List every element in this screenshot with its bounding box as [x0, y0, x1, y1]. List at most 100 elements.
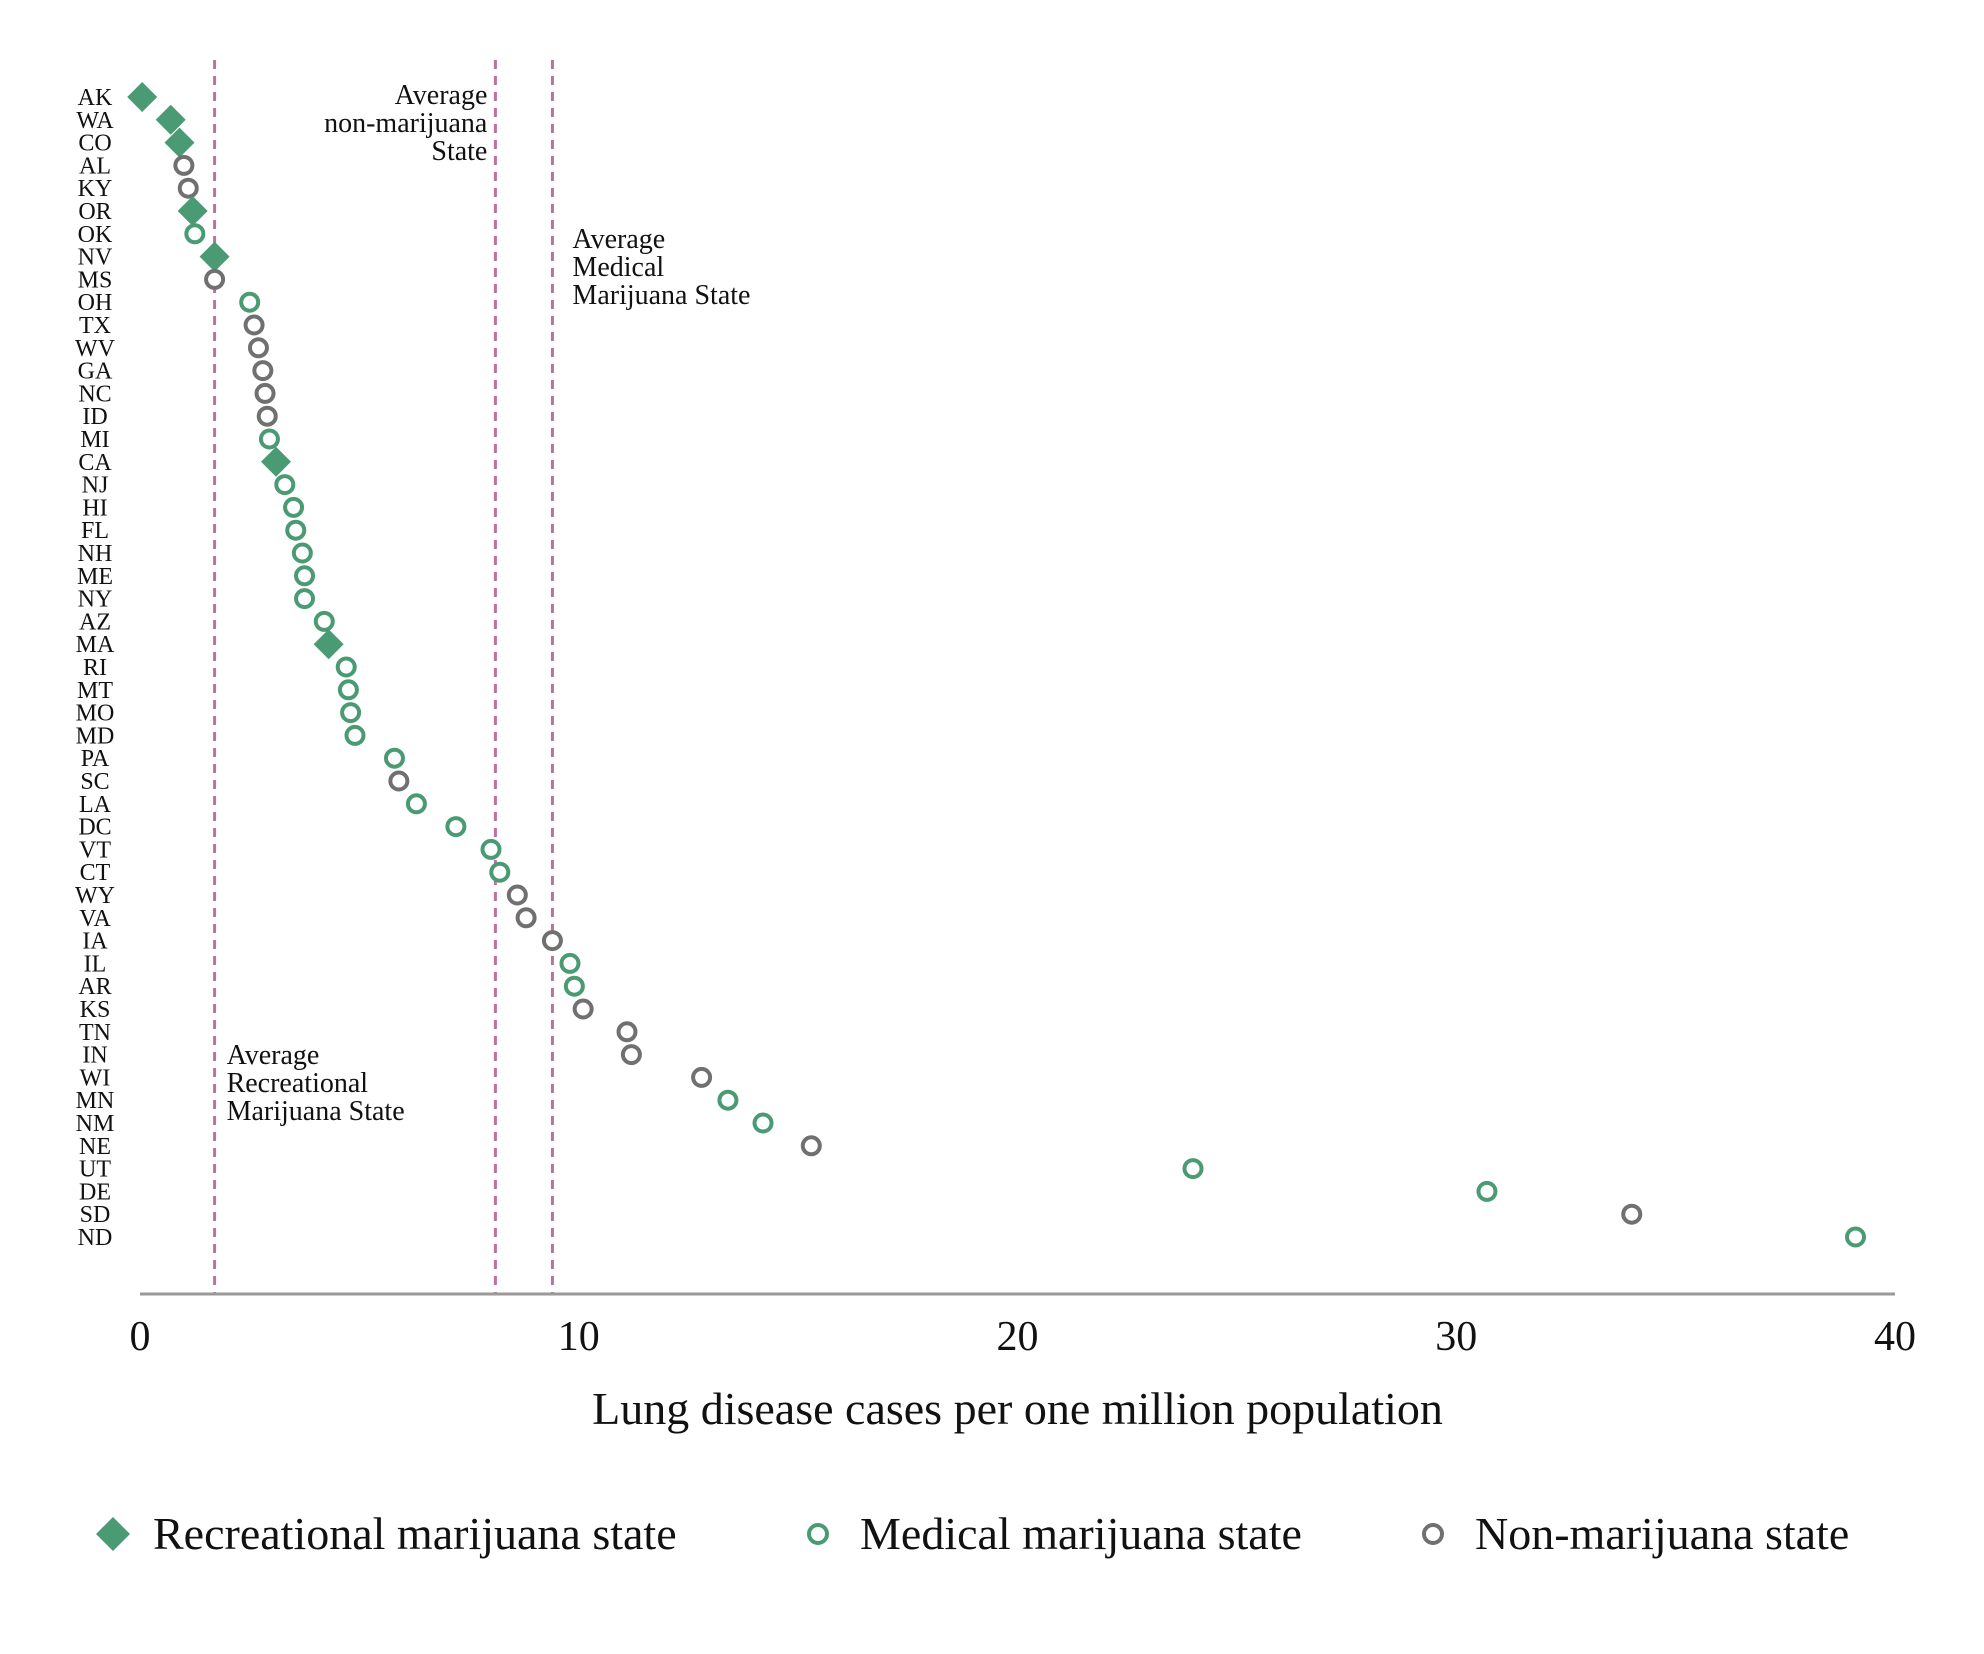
state-label: NE — [79, 1134, 111, 1160]
state-label: CO — [78, 131, 111, 157]
reference-line-label: Average — [572, 224, 665, 255]
point-medical — [283, 496, 305, 518]
point-medical — [559, 952, 581, 974]
point-medical — [294, 565, 316, 587]
point-medical — [752, 1112, 774, 1134]
point-medical — [1845, 1226, 1867, 1248]
point-medical — [294, 588, 316, 610]
reference-line-label: Average — [395, 80, 488, 111]
data-points — [127, 82, 1867, 1248]
x-tick-labels: 0 10 20 30 40 — [130, 1314, 1917, 1360]
point-medical — [344, 724, 366, 746]
point-non-marijuana — [256, 405, 278, 427]
state-label: AR — [78, 974, 111, 1000]
state-label: OR — [78, 199, 111, 225]
point-medical — [274, 474, 296, 496]
reference-line-label: Marijuana State — [227, 1096, 405, 1127]
legend-label-non: Non-marijuana state — [1475, 1508, 1849, 1559]
state-label: OK — [78, 222, 113, 248]
state-label: IA — [82, 929, 108, 955]
legend-marker-non — [1422, 1523, 1444, 1545]
legend-label-medical: Medical marijuana state — [860, 1508, 1302, 1559]
point-medical — [717, 1089, 739, 1111]
state-label: CA — [78, 450, 112, 476]
legend-marker-medical — [807, 1523, 829, 1545]
point-non-marijuana — [800, 1135, 822, 1157]
state-label: FL — [81, 518, 109, 544]
state-label: CT — [80, 860, 111, 886]
state-label: ND — [78, 1225, 113, 1251]
state-label: MT — [77, 678, 113, 704]
state-labels: AKWACOALKYOROKNVMSOHTXWVGANCIDMICANJHIFL… — [75, 85, 116, 1251]
state-label: OH — [78, 290, 113, 316]
point-recreational — [313, 629, 344, 660]
point-medical — [313, 610, 335, 632]
state-label: AK — [78, 85, 113, 111]
point-non-marijuana — [204, 268, 226, 290]
state-label: IN — [82, 1043, 107, 1069]
state-label: RI — [83, 655, 107, 681]
state-label: SD — [80, 1202, 111, 1228]
point-non-marijuana — [541, 930, 563, 952]
state-label: NM — [76, 1111, 115, 1137]
point-recreational — [155, 104, 186, 135]
point-medical — [1182, 1158, 1204, 1180]
state-label: AL — [79, 153, 111, 179]
point-medical — [258, 428, 280, 450]
point-medical — [291, 542, 313, 564]
point-recreational — [199, 241, 230, 272]
x-tick-label: 10 — [558, 1314, 600, 1360]
state-label: IL — [84, 951, 107, 977]
state-label: MN — [76, 1088, 115, 1114]
state-label: NH — [78, 541, 113, 567]
point-non-marijuana — [177, 177, 199, 199]
state-label: DC — [78, 815, 111, 841]
point-non-marijuana — [620, 1044, 642, 1066]
state-label: VT — [79, 837, 111, 863]
reference-line-label: State — [431, 136, 487, 167]
state-label: MA — [76, 632, 115, 658]
point-recreational — [177, 196, 208, 226]
point-medical — [445, 816, 467, 838]
point-non-marijuana — [247, 337, 269, 359]
state-label: TN — [79, 1020, 111, 1046]
state-label: ID — [82, 404, 107, 430]
reference-line-label: Recreational — [227, 1068, 369, 1099]
point-non-marijuana — [388, 770, 410, 792]
point-medical — [340, 702, 362, 724]
legend-marker-recreational — [96, 1517, 130, 1551]
point-non-marijuana — [1621, 1203, 1643, 1225]
state-label: MD — [76, 723, 115, 749]
legend: Recreational marijuana state Medical mari… — [96, 1508, 1849, 1559]
state-label: MO — [76, 701, 115, 727]
state-label: MI — [80, 427, 109, 453]
state-label: KY — [78, 176, 113, 202]
x-tick-label: 0 — [130, 1314, 151, 1360]
state-label: NV — [78, 245, 113, 271]
reference-line-label: non-marijuana — [324, 108, 488, 139]
state-label: AZ — [79, 609, 111, 635]
point-medical — [563, 975, 585, 997]
state-label: SC — [80, 769, 109, 795]
point-medical — [383, 747, 405, 769]
reference-line-label: Medical — [572, 252, 664, 283]
state-label: HI — [82, 495, 107, 521]
point-medical — [489, 861, 511, 883]
legend-label-recreational: Recreational marijuana state — [153, 1508, 677, 1559]
state-label: MS — [78, 267, 113, 293]
reference-line-label: Average — [227, 1040, 320, 1071]
point-recreational — [261, 446, 292, 477]
point-medical — [337, 679, 359, 701]
point-medical — [1476, 1180, 1498, 1202]
point-non-marijuana — [616, 1021, 638, 1043]
state-label: PA — [81, 746, 110, 772]
state-label: KS — [80, 997, 111, 1023]
state-label: NY — [78, 587, 113, 613]
state-label: ME — [77, 564, 113, 590]
point-recreational — [127, 82, 158, 112]
point-non-marijuana — [691, 1066, 713, 1088]
state-label: WI — [80, 1065, 111, 1091]
state-label: VA — [79, 906, 111, 932]
point-non-marijuana — [515, 907, 537, 929]
